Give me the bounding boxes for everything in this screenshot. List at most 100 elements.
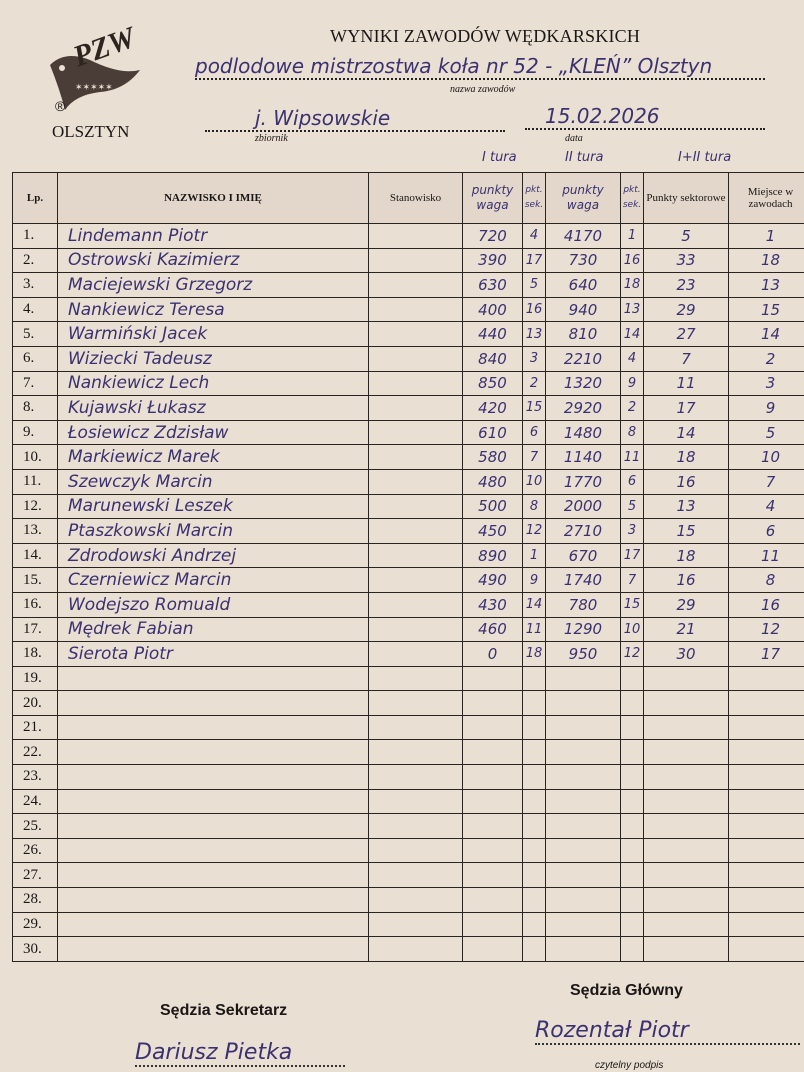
cell-r2-sector: 11 — [620, 444, 644, 470]
cell-name: Wodejszo Romuald — [57, 591, 369, 618]
cell-sector-points — [643, 887, 729, 913]
cell-station — [368, 690, 463, 716]
cell-r2-weight: 1770 — [545, 468, 621, 495]
table-row: 3. Maciejewski Grzegorz 630 5 640 18 23 13 — [12, 272, 804, 298]
col-r1-sector: pkt. sek. — [522, 172, 546, 224]
round1-label: I tura — [482, 150, 517, 165]
cell-r1-weight — [462, 813, 523, 839]
cell-r1-sector: 2 — [522, 370, 546, 397]
cell-name: Kujawski Łukasz — [57, 395, 369, 421]
cell-r2-sector: 6 — [620, 468, 644, 495]
cell-station — [368, 837, 463, 864]
cell-r1-weight: 580 — [462, 444, 523, 470]
cell-place — [728, 764, 804, 790]
cell-r1-weight: 840 — [462, 345, 523, 372]
col-sector-points: Punkty sektorowe — [643, 172, 729, 224]
cell-sector-points: 29 — [643, 296, 729, 323]
cell-r1-weight — [462, 714, 523, 741]
cell-r1-weight — [462, 887, 523, 913]
cell-place: 7 — [728, 468, 804, 495]
cell-sector-points: 5 — [643, 223, 729, 249]
table-header-row: Lp. NAZWISKO I IMIĘ Stanowisko punkty wa… — [12, 172, 804, 224]
chief-judge-label: Sędzia Główny — [570, 982, 683, 999]
cell-station — [368, 813, 463, 839]
cell-place: 5 — [728, 419, 804, 446]
cell-lp: 23. — [12, 764, 58, 790]
cell-place: 9 — [728, 395, 804, 421]
cell-r1-weight: 490 — [462, 567, 523, 593]
cell-lp: 16. — [12, 591, 58, 618]
water-body-field: j. Wipsowskie — [205, 106, 505, 132]
cell-sector-points: 29 — [643, 591, 729, 618]
cell-r1-weight: 610 — [462, 419, 523, 446]
cell-name: Łosiewicz Zdzisław — [57, 419, 369, 446]
cell-r2-sector — [620, 788, 644, 815]
cell-place — [728, 936, 804, 962]
cell-lp: 19. — [12, 665, 58, 692]
cell-sector-points: 7 — [643, 345, 729, 372]
cell-r1-sector — [522, 887, 546, 913]
cell-r1-sector: 5 — [522, 272, 546, 298]
cell-r2-sector: 13 — [620, 296, 644, 323]
cell-place: 18 — [728, 247, 804, 274]
cell-r2-sector: 18 — [620, 272, 644, 298]
cell-place — [728, 665, 804, 692]
secretary-label: Sędzia Sekretarz — [160, 1002, 288, 1019]
round-total-label: I+II tura — [678, 150, 732, 165]
table-row: 11. Szewczyk Marcin 480 10 1770 6 16 7 — [12, 468, 804, 495]
cell-r1-sector — [522, 862, 546, 889]
cell-place: 15 — [728, 296, 804, 323]
cell-r2-weight — [545, 690, 621, 716]
cell-r2-weight: 2710 — [545, 518, 621, 544]
cell-station — [368, 223, 463, 249]
cell-station — [368, 370, 463, 397]
cell-station — [368, 936, 463, 962]
cell-sector-points: 13 — [643, 493, 729, 520]
cell-r2-weight — [545, 714, 621, 741]
table-row: 14. Zdrodowski Andrzej 890 1 670 17 18 11 — [12, 542, 804, 569]
cell-place — [728, 862, 804, 889]
cell-lp: 22. — [12, 739, 58, 766]
cell-sector-points: 33 — [643, 247, 729, 274]
cell-place — [728, 739, 804, 766]
table-row: 19. — [12, 665, 804, 692]
date-field: 15.02.2026 — [525, 104, 765, 130]
cell-lp: 10. — [12, 444, 58, 470]
cell-r1-weight: 430 — [462, 591, 523, 618]
cell-station — [368, 567, 463, 593]
cell-name: Maciejewski Grzegorz — [57, 272, 369, 298]
cell-r2-weight: 1320 — [545, 370, 621, 397]
chief-judge-signature: Rozentał Piotr — [535, 1018, 800, 1045]
cell-r2-weight — [545, 837, 621, 864]
cell-place: 12 — [728, 616, 804, 643]
cell-r1-weight — [462, 665, 523, 692]
cell-r1-sector: 11 — [522, 616, 546, 643]
cell-r1-weight: 440 — [462, 321, 523, 347]
cell-r1-sector — [522, 739, 546, 766]
cell-name: Wiziecki Tadeusz — [57, 345, 369, 372]
cell-sector-points: 14 — [643, 419, 729, 446]
cell-lp: 25. — [12, 813, 58, 839]
cell-r2-weight: 810 — [545, 321, 621, 347]
cell-sector-points — [643, 788, 729, 815]
cell-r2-sector: 4 — [620, 345, 644, 372]
cell-sector-points: 18 — [643, 542, 729, 569]
cell-r2-sector: 2 — [620, 395, 644, 421]
cell-r2-sector: 10 — [620, 616, 644, 643]
document-title: WYNIKI ZAWODÓW WĘDKARSKICH — [330, 26, 641, 46]
cell-lp: 28. — [12, 887, 58, 913]
cell-r2-sector: 17 — [620, 542, 644, 569]
cell-station — [368, 296, 463, 323]
table-row: 6. Wiziecki Tadeusz 840 3 2210 4 7 2 — [12, 345, 804, 372]
cell-lp: 4. — [12, 296, 58, 323]
cell-sector-points — [643, 764, 729, 790]
cell-r1-sector: 17 — [522, 247, 546, 274]
table-row: 23. — [12, 764, 804, 790]
cell-r1-weight — [462, 788, 523, 815]
cell-r2-sector: 8 — [620, 419, 644, 446]
cell-r2-sector: 3 — [620, 518, 644, 544]
cell-r1-weight: 420 — [462, 395, 523, 421]
cell-place: 16 — [728, 591, 804, 618]
pzw-logo: PZW ✶✶✶✶✶ — [50, 20, 142, 110]
cell-place: 8 — [728, 567, 804, 593]
